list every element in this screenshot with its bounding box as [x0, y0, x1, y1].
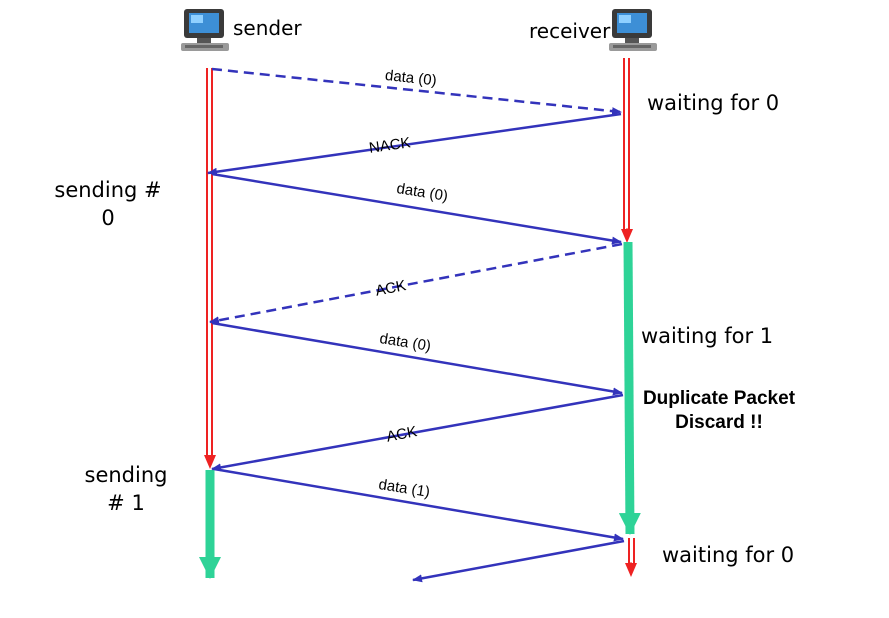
- message-arrow-ack-second: [211, 393, 624, 472]
- sender-label: sender: [233, 16, 302, 40]
- receiver-state-waiting-0-bottom: waiting for 0: [662, 543, 795, 567]
- message-arrow-data0-second: [211, 172, 622, 245]
- sender-state-sending-1: sending # 1: [84, 463, 168, 515]
- sender-timeline: [204, 68, 216, 469]
- receiver-computer-icon: [609, 9, 657, 51]
- receiver-state-waiting-1: waiting for 1: [641, 324, 774, 348]
- message-arrow-data0-third: [211, 321, 623, 396]
- receiver-state-waiting-0-top: waiting for 0: [647, 91, 780, 115]
- message-arrow-data0-first: [211, 67, 622, 116]
- sender-state-sending-0: sending # 0: [54, 178, 162, 230]
- receiver-timeline: [621, 58, 633, 243]
- message-arrow-nack: [207, 112, 622, 176]
- message-arrow-data1: [213, 467, 624, 542]
- message-arrow-outgoing: [412, 539, 625, 583]
- sender-computer-icon: [181, 9, 229, 51]
- receiver-timeline-bottom: [625, 538, 637, 577]
- receiver-active-bar: [618, 241, 641, 535]
- receiver-label: receiver: [529, 19, 611, 43]
- duplicate-packet-note: Duplicate Packet Discard !!: [642, 388, 796, 433]
- message-arrow-ack-first: [209, 242, 623, 325]
